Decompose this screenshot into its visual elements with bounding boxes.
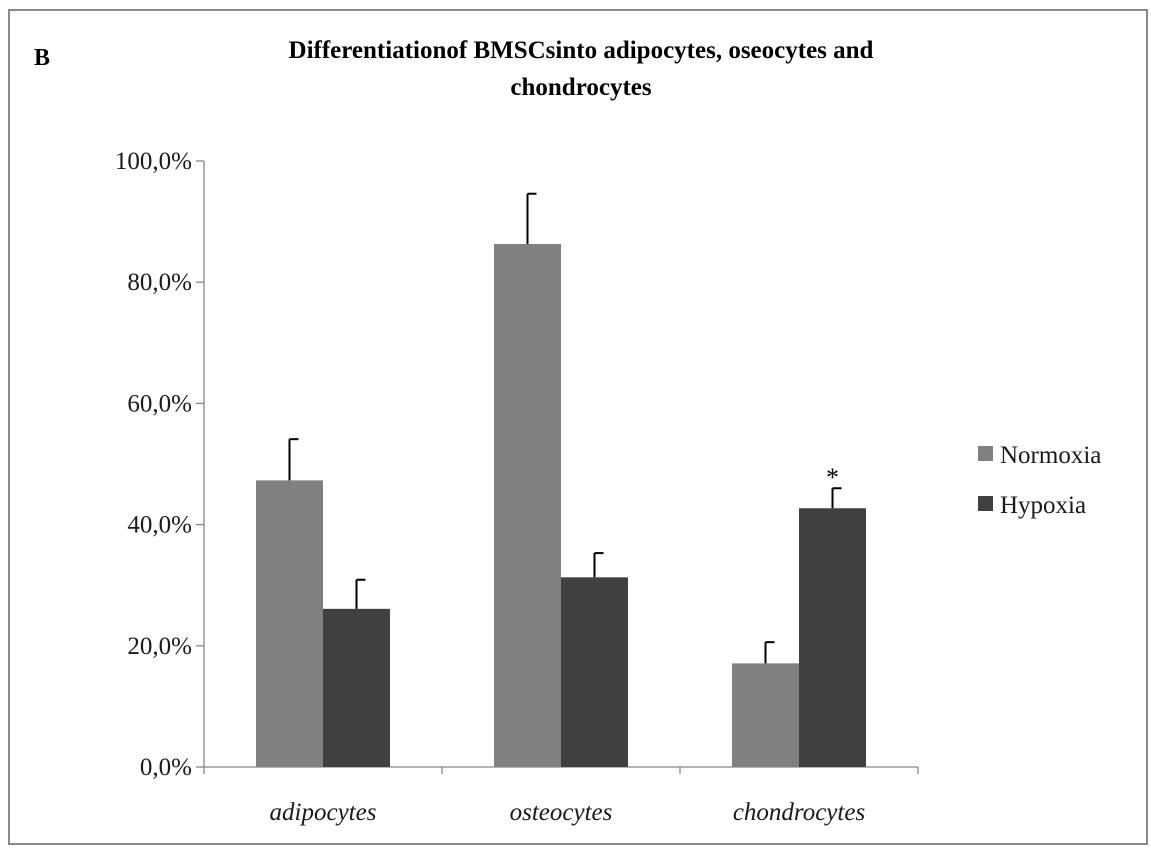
bar-hypoxia-adipocytes [323,608,390,767]
y-tick-label: 100,0% [115,148,192,175]
legend-label-normoxia: Normoxia [1000,442,1101,469]
y-tick-label: 60,0% [127,390,192,417]
y-tick-label: 80,0% [127,269,192,296]
y-tick-label: 20,0% [127,633,192,660]
y-tick-label: 0,0% [140,754,192,781]
plot-area: 0,0% 20,0% 40,0% 60,0% 80,0% 100,0% adipocytes… [115,148,919,826]
bar-hypoxia-chondrocytes [799,508,866,767]
x-category-label: osteocytes [510,799,613,826]
panel-label: B [34,45,50,71]
significance-marker: * [826,463,839,492]
legend-label-hypoxia: Hypoxia [1000,492,1086,519]
bar-normoxia-adipocytes [256,480,323,767]
legend-swatch-normoxia [978,446,993,461]
y-tick-label: 40,0% [127,512,192,539]
legend: Normoxia Hypoxia [978,442,1101,519]
x-category-label: adipocytes [270,799,377,826]
chart-title-line-2: chondrocytes [510,74,651,101]
x-category-label: chondrocytes [733,799,865,826]
legend-swatch-hypoxia [978,496,993,511]
bar-normoxia-osteocytes [494,244,561,768]
bar-normoxia-chondrocytes [732,663,799,767]
bar-hypoxia-osteocytes [561,577,628,767]
chart-title-line-1: Differentiationof BMSCsinto adipocytes, … [289,37,874,64]
